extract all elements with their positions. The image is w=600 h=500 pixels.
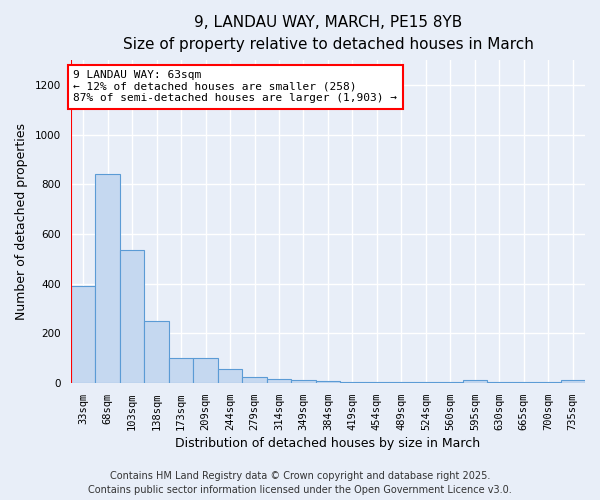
Title: 9, LANDAU WAY, MARCH, PE15 8YB
Size of property relative to detached houses in M: 9, LANDAU WAY, MARCH, PE15 8YB Size of p…	[122, 15, 533, 52]
Bar	[71, 286, 95, 383]
Bar	[218, 369, 242, 383]
Bar	[169, 358, 193, 383]
Bar	[242, 376, 267, 383]
Bar	[193, 358, 218, 383]
Bar	[413, 382, 438, 383]
Bar	[536, 382, 560, 383]
Bar	[120, 250, 145, 383]
Bar	[365, 382, 389, 383]
Bar	[463, 380, 487, 383]
Bar	[389, 382, 413, 383]
Y-axis label: Number of detached properties: Number of detached properties	[15, 123, 28, 320]
Bar	[291, 380, 316, 383]
Bar	[267, 379, 291, 383]
Bar	[95, 174, 120, 383]
Text: Contains HM Land Registry data © Crown copyright and database right 2025.
Contai: Contains HM Land Registry data © Crown c…	[88, 471, 512, 495]
Bar	[560, 380, 585, 383]
X-axis label: Distribution of detached houses by size in March: Distribution of detached houses by size …	[175, 437, 481, 450]
Bar	[340, 382, 365, 383]
Bar	[145, 322, 169, 383]
Bar	[512, 382, 536, 383]
Bar	[438, 382, 463, 383]
Text: 9 LANDAU WAY: 63sqm
← 12% of detached houses are smaller (258)
87% of semi-detac: 9 LANDAU WAY: 63sqm ← 12% of detached ho…	[73, 70, 397, 103]
Bar	[487, 382, 512, 383]
Bar	[316, 381, 340, 383]
